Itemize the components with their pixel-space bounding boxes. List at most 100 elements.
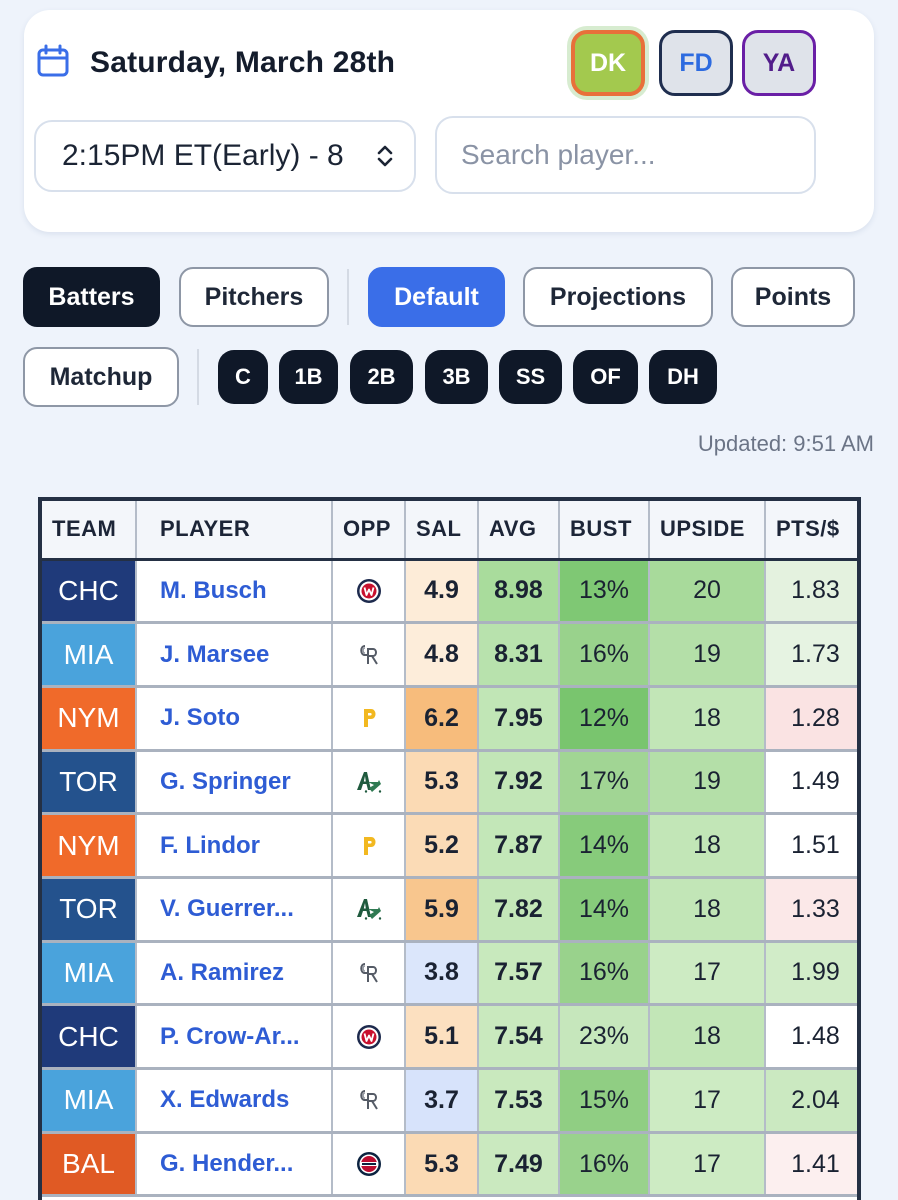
salary-cell: 5.2 — [405, 813, 479, 879]
player-name-link[interactable]: J. Marsee — [136, 622, 333, 688]
table-row[interactable]: MIA J. Marsee 4.8 8.31 16% 19 1.73 — [42, 622, 857, 688]
opponent-cell — [332, 559, 406, 625]
search-input[interactable] — [435, 116, 816, 194]
column-header-avg[interactable]: AVG — [478, 501, 560, 561]
upside-cell: 19 — [649, 750, 766, 816]
column-header-sal[interactable]: SAL — [405, 501, 479, 561]
points-per-dollar-cell: 1.83 — [765, 559, 857, 625]
rockies-logo-icon — [333, 642, 404, 668]
opponent-cell — [332, 1132, 406, 1198]
average-cell: 7.57 — [478, 941, 560, 1007]
opponent-cell — [332, 877, 406, 943]
table-row[interactable]: NYM J. Soto 6.2 7.95 12% 18 1.28 — [42, 686, 857, 752]
table-row[interactable]: CHC P. Crow-Ar... 5.1 7.54 23% 18 1.48 — [42, 1004, 857, 1070]
view-default-button[interactable]: Default — [368, 267, 505, 327]
position-3b-button[interactable]: 3B — [425, 350, 488, 404]
salary-cell: 5.1 — [405, 1004, 479, 1070]
table-row[interactable]: BAL G. Hender... 5.3 7.49 16% 17 1.41 — [42, 1132, 857, 1198]
salary-cell: 5.3 — [405, 1132, 479, 1198]
position-1b-button[interactable]: 1B — [279, 350, 338, 404]
updated-timestamp: Updated: 9:51 AM — [697, 431, 874, 456]
column-header-bust[interactable]: BUST — [559, 501, 650, 561]
salary-cell: 3.7 — [405, 1068, 479, 1134]
site-dk-button[interactable]: DK — [571, 30, 645, 96]
divider — [197, 349, 199, 405]
team-cell: MIA — [42, 941, 137, 1007]
player-name-link[interactable]: J. Soto — [136, 686, 333, 752]
points-per-dollar-cell: 1.49 — [765, 750, 857, 816]
bust-cell: 16% — [559, 622, 650, 688]
calendar-icon[interactable] — [36, 44, 70, 78]
position-2b-button[interactable]: 2B — [350, 350, 413, 404]
player-name-link[interactable]: P. Crow-Ar... — [136, 1004, 333, 1070]
table-row[interactable]: NYM F. Lindor 5.2 7.87 14% 18 1.51 — [42, 813, 857, 879]
upside-cell: 17 — [649, 1132, 766, 1198]
average-cell: 7.82 — [478, 877, 560, 943]
date-title: Saturday, March 28th — [90, 46, 396, 79]
player-name-link[interactable]: X. Edwards — [136, 1068, 333, 1134]
view-projections-button[interactable]: Projections — [523, 267, 713, 327]
average-cell: 7.53 — [478, 1068, 560, 1134]
column-header-opp[interactable]: OPP — [332, 501, 406, 561]
upside-cell: 18 — [649, 877, 766, 943]
chevron-up-down-icon — [377, 145, 393, 167]
column-header-pts-per-dollar[interactable]: PTS/$ — [765, 501, 857, 561]
divider — [347, 269, 349, 325]
position-ss-button[interactable]: SS — [499, 350, 562, 404]
team-cell: MIA — [42, 1068, 137, 1134]
bust-cell: 17% — [559, 750, 650, 816]
bust-cell: 23% — [559, 1004, 650, 1070]
player-name-link[interactable]: F. Lindor — [136, 813, 333, 879]
position-of-button[interactable]: OF — [573, 350, 638, 404]
slate-select[interactable]: 2:15PM ET(Early) - 8 — [34, 120, 416, 192]
average-cell: 7.95 — [478, 686, 560, 752]
view-points-button[interactable]: Points — [731, 267, 855, 327]
bust-cell: 12% — [559, 686, 650, 752]
player-name-link[interactable]: M. Busch — [136, 559, 333, 625]
opponent-cell — [332, 1004, 406, 1070]
team-cell: MIA — [42, 622, 137, 688]
upside-cell: 17 — [649, 941, 766, 1007]
table-row[interactable]: MIA A. Ramirez 3.8 7.57 16% 17 1.99 — [42, 941, 857, 1007]
average-cell: 7.54 — [478, 1004, 560, 1070]
nationals-logo-icon — [333, 1024, 404, 1050]
bust-cell: 14% — [559, 877, 650, 943]
opponent-cell — [332, 813, 406, 879]
team-cell: NYM — [42, 686, 137, 752]
table-row[interactable]: TOR G. Springer 5.3 7.92 17% 19 1.49 — [42, 750, 857, 816]
player-name-link[interactable]: A. Ramirez — [136, 941, 333, 1007]
site-ya-button[interactable]: YA — [742, 30, 816, 96]
column-header-player[interactable]: PLAYER — [136, 501, 333, 561]
player-table: TEAM PLAYER OPP SAL AVG BUST UPSIDE PTS/… — [38, 497, 861, 1200]
table-row[interactable]: MIA X. Edwards 3.7 7.53 15% 17 2.04 — [42, 1068, 857, 1134]
player-name-link[interactable]: V. Guerrer... — [136, 877, 333, 943]
column-header-team[interactable]: TEAM — [42, 501, 137, 561]
tab-batters[interactable]: Batters — [23, 267, 160, 327]
player-name-link[interactable]: G. Springer — [136, 750, 333, 816]
position-c-button[interactable]: C — [218, 350, 268, 404]
team-cell: TOR — [42, 750, 137, 816]
upside-cell: 18 — [649, 1004, 766, 1070]
table-row[interactable]: TOR V. Guerrer... 5.9 7.82 14% 18 1.33 — [42, 877, 857, 943]
tab-pitchers[interactable]: Pitchers — [179, 267, 329, 327]
player-name-link[interactable]: G. Hender... — [136, 1132, 333, 1198]
athletics-logo-icon — [333, 896, 404, 922]
points-per-dollar-cell: 2.04 — [765, 1068, 857, 1134]
upside-cell: 17 — [649, 1068, 766, 1134]
column-header-upside[interactable]: UPSIDE — [649, 501, 766, 561]
view-matchup-button[interactable]: Matchup — [23, 347, 179, 407]
points-per-dollar-cell: 1.99 — [765, 941, 857, 1007]
points-per-dollar-cell: 1.41 — [765, 1132, 857, 1198]
rockies-logo-icon — [333, 1087, 404, 1113]
position-dh-button[interactable]: DH — [649, 350, 717, 404]
team-cell: CHC — [42, 1004, 137, 1070]
upside-cell: 18 — [649, 686, 766, 752]
salary-cell: 5.9 — [405, 877, 479, 943]
bust-cell: 14% — [559, 813, 650, 879]
salary-cell: 4.9 — [405, 559, 479, 625]
athletics-logo-icon — [333, 769, 404, 795]
site-fd-button[interactable]: FD — [659, 30, 733, 96]
points-per-dollar-cell: 1.73 — [765, 622, 857, 688]
salary-cell: 5.3 — [405, 750, 479, 816]
table-row[interactable]: CHC M. Busch 4.9 8.98 13% 20 1.83 — [42, 559, 857, 625]
